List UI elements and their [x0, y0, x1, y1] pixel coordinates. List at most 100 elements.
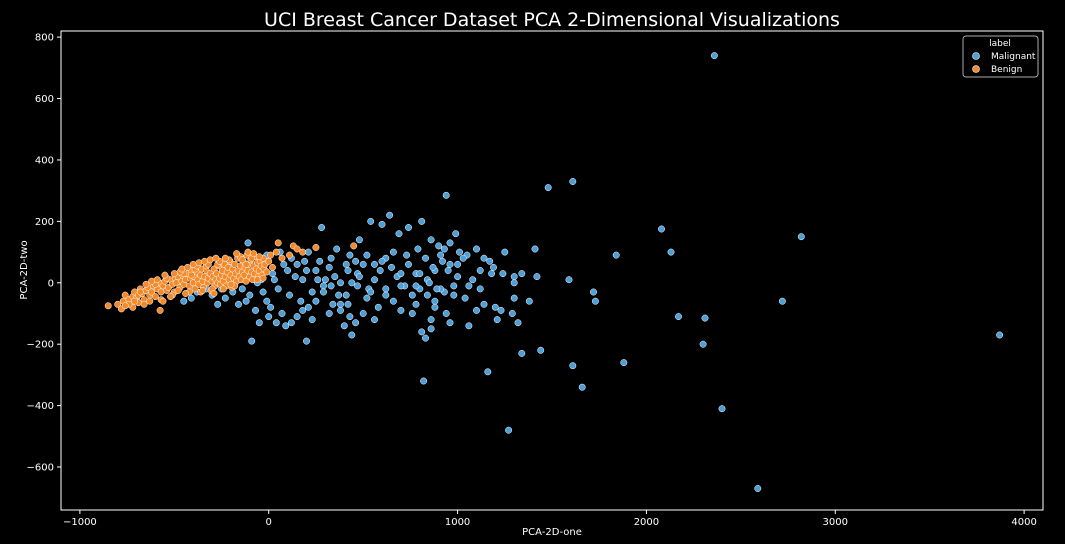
point-malignant	[450, 282, 458, 290]
point-benign	[267, 251, 275, 259]
point-malignant	[299, 306, 307, 314]
point-benign	[146, 297, 154, 305]
point-malignant	[446, 239, 454, 247]
point-malignant	[433, 285, 441, 293]
point-malignant	[442, 310, 450, 317]
point-malignant	[493, 316, 501, 324]
point-malignant	[344, 300, 352, 308]
point-malignant	[287, 319, 295, 327]
point-benign	[233, 250, 241, 258]
point-malignant	[312, 297, 320, 305]
point-malignant	[389, 297, 397, 305]
point-malignant	[352, 319, 360, 327]
point-malignant	[480, 254, 488, 262]
point-malignant	[420, 377, 428, 385]
point-malignant	[446, 319, 454, 327]
point-benign	[174, 287, 182, 294]
y-axis-title: PCA-2D-two	[19, 240, 30, 299]
point-malignant	[429, 263, 437, 271]
point-malignant	[480, 300, 488, 308]
point-malignant	[422, 334, 429, 342]
point-malignant	[244, 239, 252, 247]
x-tick-label: −1000	[63, 517, 97, 528]
point-malignant	[578, 383, 586, 391]
point-malignant	[718, 405, 726, 413]
point-malignant	[431, 303, 439, 311]
point-malignant	[255, 319, 263, 327]
point-malignant	[518, 349, 526, 357]
y-tick-label: 800	[35, 33, 54, 44]
point-malignant	[304, 248, 312, 256]
point-malignant	[282, 322, 290, 330]
point-malignant	[442, 191, 450, 199]
point-malignant	[710, 52, 718, 60]
point-benign	[121, 302, 129, 310]
point-malignant	[337, 300, 344, 308]
point-malignant	[497, 306, 505, 314]
point-benign	[265, 257, 273, 265]
point-benign	[263, 268, 271, 276]
point-malignant	[308, 288, 316, 296]
point-malignant	[565, 276, 573, 284]
point-malignant	[620, 359, 628, 367]
legend-marker-malignant	[972, 52, 980, 60]
point-malignant	[293, 313, 301, 321]
point-malignant	[423, 291, 431, 299]
x-tick-label: 0	[266, 517, 272, 528]
point-benign	[253, 276, 261, 284]
point-malignant	[327, 254, 335, 262]
point-benign	[140, 300, 148, 308]
point-malignant	[270, 276, 278, 284]
point-malignant	[320, 282, 327, 290]
point-malignant	[454, 273, 462, 281]
point-malignant	[510, 279, 518, 287]
point-malignant	[235, 300, 242, 308]
point-benign	[242, 260, 250, 268]
point-malignant	[408, 291, 416, 299]
point-malignant	[259, 288, 267, 296]
point-malignant	[544, 184, 552, 192]
point-malignant	[486, 257, 494, 265]
point-malignant	[797, 233, 805, 241]
point-malignant	[473, 245, 480, 253]
point-malignant	[501, 248, 509, 256]
point-malignant	[318, 224, 326, 231]
point-benign	[148, 288, 156, 296]
point-benign	[187, 271, 195, 279]
point-malignant	[459, 254, 467, 262]
point-malignant	[378, 257, 386, 265]
point-malignant	[382, 291, 390, 299]
x-axis-title: PCA-2D-one	[522, 527, 582, 538]
point-malignant	[395, 230, 403, 238]
point-malignant	[405, 224, 412, 231]
point-malignant	[278, 310, 286, 317]
point-malignant	[435, 242, 443, 250]
point-malignant	[454, 260, 462, 268]
point-malignant	[286, 291, 293, 299]
plot-frame	[60, 30, 1044, 511]
point-malignant	[427, 325, 435, 333]
point-malignant	[590, 288, 597, 296]
point-benign	[210, 290, 218, 297]
point-malignant	[371, 316, 378, 324]
legend-label-benign: Benign	[991, 65, 1022, 75]
point-malignant	[484, 368, 492, 376]
point-malignant	[437, 251, 445, 259]
point-malignant	[378, 220, 386, 228]
point-malignant	[591, 297, 599, 305]
point-malignant	[346, 251, 354, 259]
point-malignant	[352, 257, 360, 265]
legend: label Malignant Benign	[962, 35, 1039, 78]
point-malignant	[363, 251, 371, 259]
point-malignant	[469, 276, 477, 284]
point-benign	[272, 248, 280, 256]
point-malignant	[329, 300, 337, 308]
x-axis: −1000 0 1000 2000 3000 4000	[63, 510, 1037, 528]
x-tick-label: 3000	[823, 517, 848, 528]
point-malignant	[403, 251, 411, 259]
point-malignant	[382, 285, 390, 293]
point-malignant	[658, 225, 665, 233]
point-malignant	[488, 270, 496, 278]
point-malignant	[325, 263, 333, 271]
point-malignant	[569, 178, 577, 185]
